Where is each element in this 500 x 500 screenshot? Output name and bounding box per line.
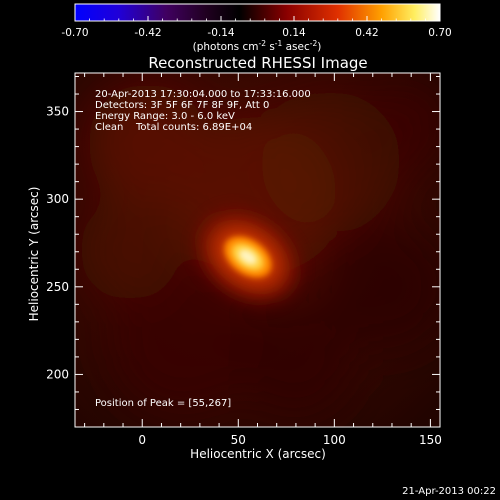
annotation-total-counts: Total counts: 6.89E+04 — [135, 122, 252, 133]
colorbar-tick-label: -0.14 — [207, 27, 234, 39]
image-plot-area: 0 50 100 150 200 250 300 350 20-Apr-2013 17:30… — [46, 72, 442, 447]
colorbar: -0.70 -0.42 -0.14 0.14 0.42 0.70 (photons cm-… — [61, 3, 452, 53]
colorbar-tick-label: 0.14 — [282, 27, 306, 39]
y-tick-label: 300 — [46, 192, 69, 206]
flare-source — [200, 213, 296, 301]
annotation-peak-position: Position of Peak = [55,267] — [95, 398, 231, 409]
y-axis-ticks: 200 250 300 350 — [46, 76, 440, 410]
colorbar-tick-label: -0.70 — [61, 27, 88, 39]
x-tick-label: 50 — [231, 433, 246, 447]
timestamp: 21-Apr-2013 00:22 — [402, 486, 496, 497]
mottle-blob — [79, 200, 180, 300]
flare-source-layer — [239, 249, 257, 265]
mottle-blob — [320, 220, 440, 351]
chart-title: Reconstructed RHESSI Image — [148, 54, 367, 72]
heatmap-image — [75, 73, 440, 427]
colorbar-ticks: -0.70 -0.42 -0.14 0.14 0.42 0.70 — [61, 16, 452, 39]
flare-source-group — [200, 213, 296, 301]
colorbar-tick-label: 0.42 — [355, 27, 378, 39]
x-axis-ticks: 0 50 100 150 — [84, 73, 442, 447]
annotation-time-range: 20-Apr-2013 17:30:04.000 to 17:33:16.000 — [95, 89, 311, 100]
mottle-blob — [358, 81, 440, 172]
annotation-clean: Clean — [95, 122, 123, 133]
x-tick-label: 0 — [138, 433, 146, 447]
mottle-blob — [234, 296, 354, 417]
mottle-blob — [109, 263, 260, 414]
y-tick-label: 250 — [46, 280, 69, 294]
annotation-energy-range: Energy Range: 3.0 - 6.0 keV — [95, 111, 235, 122]
colorbar-tick-label: 0.70 — [428, 27, 451, 39]
y-tick-label: 350 — [46, 105, 69, 119]
y-axis-label: Heliocentric Y (arcsec) — [27, 187, 41, 322]
colorbar-gradient — [74, 3, 441, 22]
colorbar-tick-label: -0.42 — [134, 27, 161, 39]
x-tick-label: 100 — [323, 433, 346, 447]
colorbar-units: (photons cm-2 s-1 asec-2) — [193, 39, 322, 53]
mottle-blob — [88, 83, 208, 204]
annotations: 20-Apr-2013 17:30:04.000 to 17:33:16.000… — [95, 89, 311, 409]
x-tick-label: 150 — [419, 433, 442, 447]
y-tick-label: 200 — [46, 367, 69, 381]
annotation-detectors: Detectors: 3F 5F 6F 7F 8F 9F, Att 0 — [95, 100, 269, 111]
x-axis-label: Heliocentric X (arcsec) — [190, 447, 326, 461]
heatmap-mottle — [79, 81, 440, 417]
